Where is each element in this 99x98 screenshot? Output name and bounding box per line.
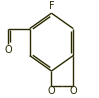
Text: O: O bbox=[69, 86, 77, 96]
Text: F: F bbox=[49, 1, 54, 11]
Text: O: O bbox=[4, 45, 12, 55]
Text: O: O bbox=[48, 86, 55, 96]
